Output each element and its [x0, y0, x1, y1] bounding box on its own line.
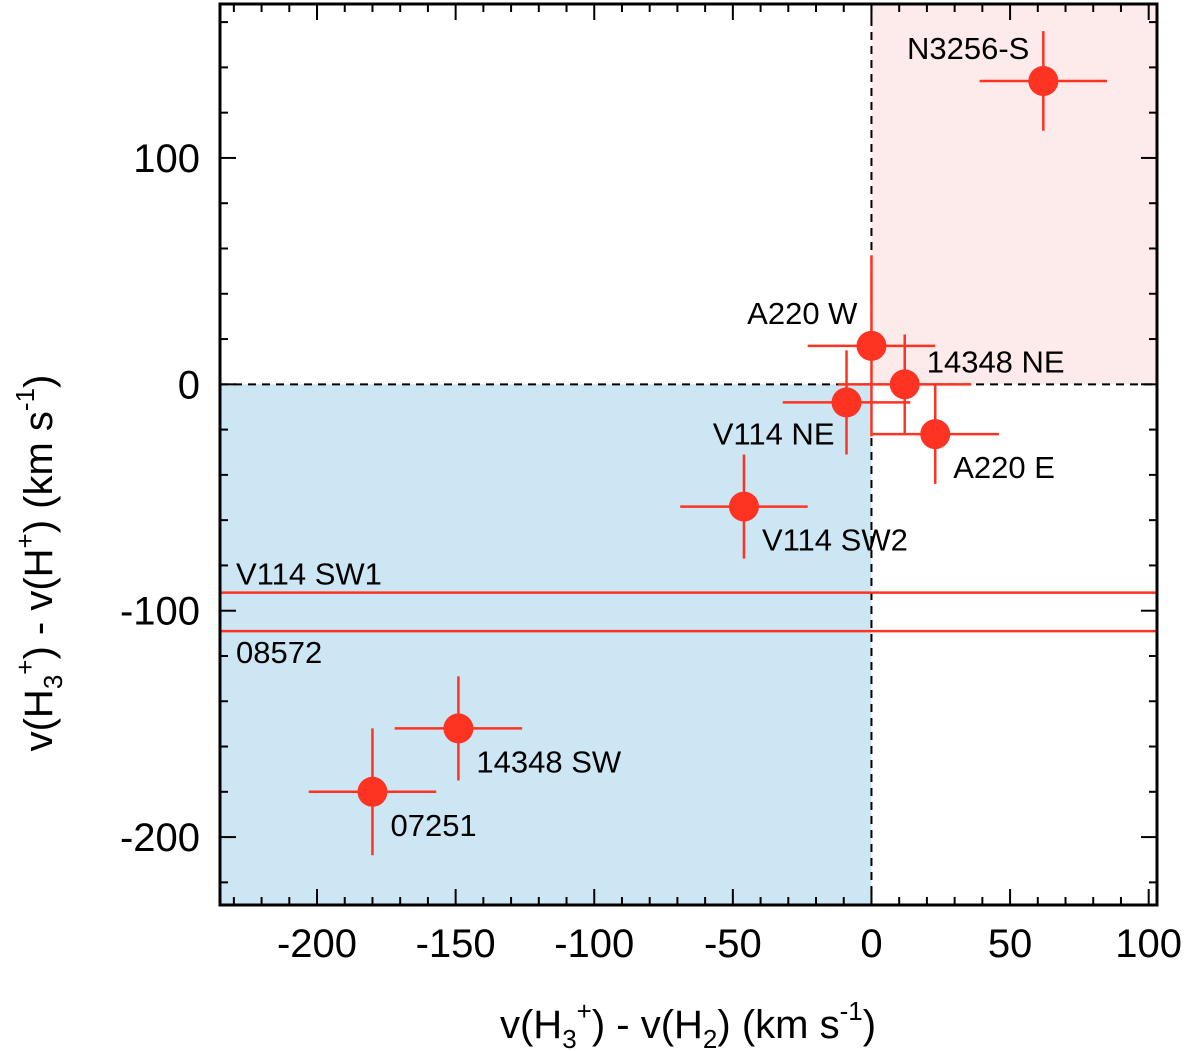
point-v114-ne: V114 NE — [713, 350, 911, 455]
y-tick-label: 100 — [133, 137, 200, 181]
negative-quadrant-region — [220, 384, 872, 905]
point-label: V114 SW2 — [762, 523, 908, 558]
zero-dashed-lines — [220, 4, 1157, 905]
shaded-regions — [220, 4, 1157, 905]
point-v114-sw2: V114 SW2 — [680, 454, 908, 559]
hline-label: V114 SW1 — [236, 557, 382, 592]
y-axis-title: v(H3+) - v(H+) (km s-1) — [10, 375, 68, 752]
x-tick-label: 100 — [1115, 922, 1182, 966]
point-marker — [1028, 65, 1059, 96]
point-n3256-s: N3256-S — [907, 31, 1108, 131]
point-marker — [831, 387, 862, 418]
point-14348-ne: 14348 NE — [838, 334, 1065, 435]
x-tick-label: -200 — [277, 922, 357, 966]
point-07251: 07251 — [308, 728, 477, 856]
plot-frame — [218, 2, 1159, 907]
horizontal-lines: V114 SW1 08572 — [220, 557, 1157, 670]
point-a220-e: A220 E — [871, 384, 1055, 485]
x-tick-label: 0 — [860, 922, 882, 966]
y-tick-label: 0 — [178, 363, 200, 407]
point-label: 14348 NE — [927, 344, 1065, 379]
point-label: A220 W — [747, 296, 858, 331]
y-tick-label: -100 — [120, 590, 200, 634]
point-14348-sw: 14348 SW — [394, 676, 622, 781]
hline-label: 08572 — [236, 635, 322, 670]
point-label: A220 E — [953, 450, 1055, 485]
tick-labels: -200 -150 -100 -50 0 50 100 -200 -100 0 100 — [120, 137, 1182, 966]
x-axis-title: v(H3+) - v(H2) (km s-1) — [500, 996, 876, 1051]
axis-ticks — [220, 4, 1157, 905]
point-label: 07251 — [390, 808, 476, 843]
data-points: N3256-S A220 W 14348 NE V114 NE A220 E V114 S… — [308, 31, 1108, 856]
y-tick-label: -200 — [120, 816, 200, 860]
x-tick-label: -150 — [416, 922, 496, 966]
point-label: V114 NE — [713, 416, 835, 451]
point-marker — [728, 491, 759, 522]
point-label: 14348 SW — [476, 744, 621, 779]
point-a220-w: A220 W — [747, 255, 936, 437]
x-tick-label: -50 — [704, 922, 762, 966]
point-marker — [856, 330, 887, 361]
x-tick-label: -100 — [554, 922, 634, 966]
x-tick-label: 50 — [988, 922, 1033, 966]
point-marker — [889, 369, 920, 400]
positive-quadrant-region — [871, 4, 1157, 385]
point-marker — [443, 713, 474, 744]
point-marker — [357, 776, 388, 807]
point-marker — [920, 419, 951, 450]
point-label: N3256-S — [907, 31, 1029, 66]
